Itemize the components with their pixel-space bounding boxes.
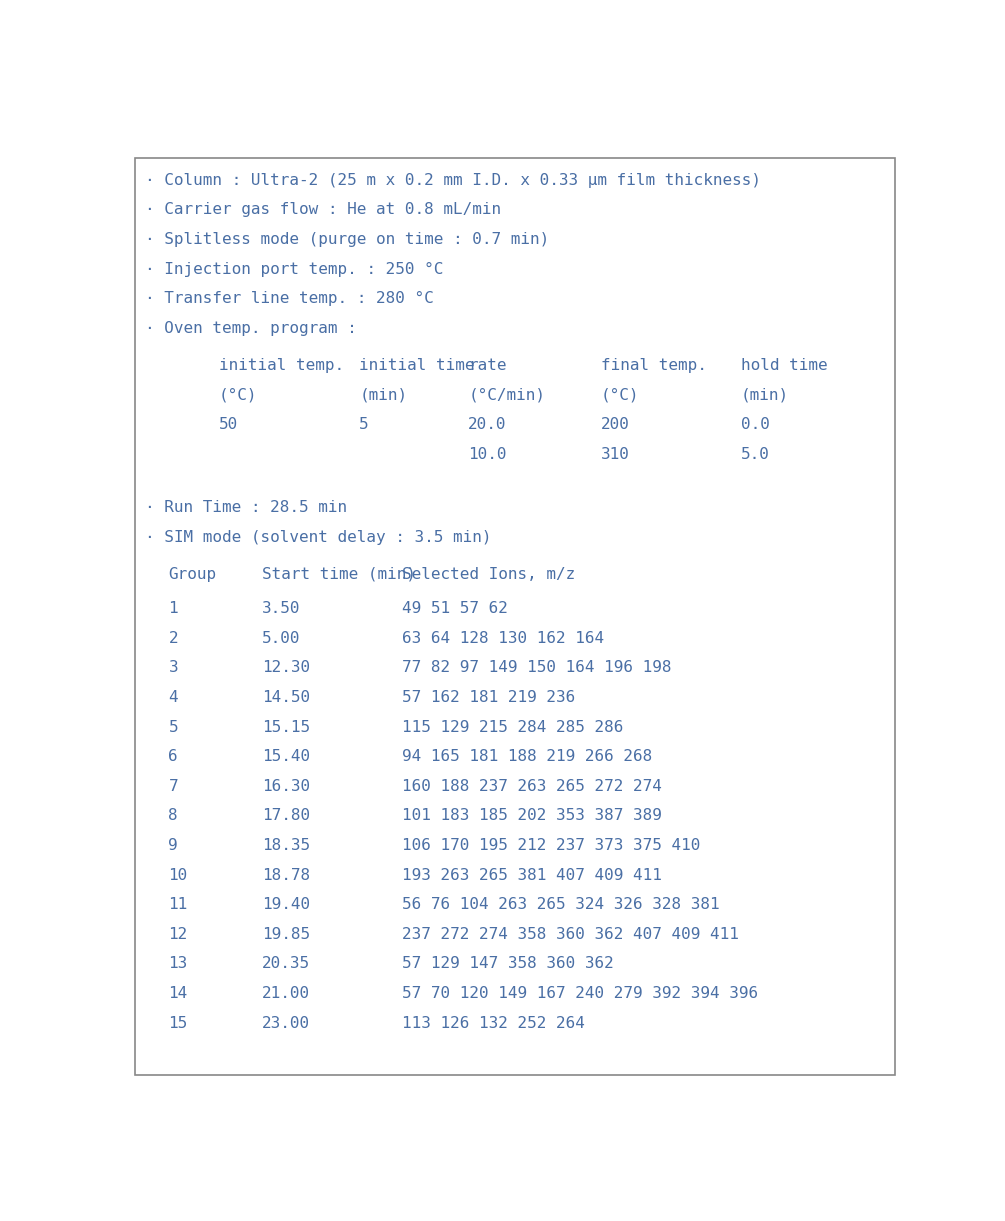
- Text: 115 129 215 284 285 286: 115 129 215 284 285 286: [402, 719, 623, 735]
- Text: 0.0: 0.0: [741, 418, 770, 432]
- Text: 11: 11: [169, 897, 188, 912]
- Text: 15.40: 15.40: [262, 750, 311, 764]
- Text: 113 126 132 252 264: 113 126 132 252 264: [402, 1016, 585, 1031]
- Text: 19.85: 19.85: [262, 927, 311, 941]
- Text: 94 165 181 188 219 266 268: 94 165 181 188 219 266 268: [402, 750, 652, 764]
- Text: 106 170 195 212 237 373 375 410: 106 170 195 212 237 373 375 410: [402, 838, 700, 853]
- Text: hold time: hold time: [741, 358, 827, 374]
- Text: 193 263 265 381 407 409 411: 193 263 265 381 407 409 411: [402, 868, 662, 883]
- Text: 5.00: 5.00: [262, 631, 300, 646]
- Text: Start time (min): Start time (min): [262, 567, 416, 581]
- Text: 18.78: 18.78: [262, 868, 311, 883]
- Text: 17.80: 17.80: [262, 808, 311, 823]
- Text: 50: 50: [219, 418, 238, 432]
- Text: 20.0: 20.0: [468, 418, 507, 432]
- Text: 49 51 57 62: 49 51 57 62: [402, 601, 508, 617]
- Text: · Transfer line temp. : 280 °C: · Transfer line temp. : 280 °C: [145, 292, 434, 306]
- Text: 57 129 147 358 360 362: 57 129 147 358 360 362: [402, 956, 614, 972]
- Text: 160 188 237 263 265 272 274: 160 188 237 263 265 272 274: [402, 779, 662, 794]
- Text: 7: 7: [169, 779, 178, 794]
- Text: · Injection port temp. : 250 °C: · Injection port temp. : 250 °C: [145, 261, 443, 277]
- Text: (°C/min): (°C/min): [468, 388, 546, 403]
- Text: Group: Group: [169, 567, 217, 581]
- Text: 19.40: 19.40: [262, 897, 311, 912]
- Text: 18.35: 18.35: [262, 838, 311, 853]
- Text: 15.15: 15.15: [262, 719, 311, 735]
- Text: 101 183 185 202 353 387 389: 101 183 185 202 353 387 389: [402, 808, 662, 823]
- Text: 200: 200: [601, 418, 629, 432]
- Text: 10.0: 10.0: [468, 447, 507, 462]
- Text: 5: 5: [169, 719, 178, 735]
- Text: 6: 6: [169, 750, 178, 764]
- Text: · Carrier gas flow : He at 0.8 mL/min: · Carrier gas flow : He at 0.8 mL/min: [145, 203, 501, 217]
- Text: 16.30: 16.30: [262, 779, 311, 794]
- Text: 15: 15: [169, 1016, 188, 1031]
- Text: initial time: initial time: [360, 358, 474, 374]
- Text: 23.00: 23.00: [262, 1016, 311, 1031]
- Text: 2: 2: [169, 631, 178, 646]
- Text: final temp.: final temp.: [601, 358, 707, 374]
- Text: Selected Ions, m/z: Selected Ions, m/z: [402, 567, 576, 581]
- Text: 77 82 97 149 150 164 196 198: 77 82 97 149 150 164 196 198: [402, 661, 671, 675]
- Text: 1: 1: [169, 601, 178, 617]
- Text: 20.35: 20.35: [262, 956, 311, 972]
- Text: 57 70 120 149 167 240 279 392 394 396: 57 70 120 149 167 240 279 392 394 396: [402, 987, 758, 1001]
- Text: · Splitless mode (purge on time : 0.7 min): · Splitless mode (purge on time : 0.7 mi…: [145, 232, 550, 247]
- Text: 56 76 104 263 265 324 326 328 381: 56 76 104 263 265 324 326 328 381: [402, 897, 720, 912]
- Text: 8: 8: [169, 808, 178, 823]
- Text: · Oven temp. program :: · Oven temp. program :: [145, 321, 357, 336]
- Text: · Run Time : 28.5 min: · Run Time : 28.5 min: [145, 501, 347, 515]
- Text: (min): (min): [360, 388, 407, 403]
- Text: 237 272 274 358 360 362 407 409 411: 237 272 274 358 360 362 407 409 411: [402, 927, 739, 941]
- Text: (°C): (°C): [219, 388, 257, 403]
- Text: 13: 13: [169, 956, 188, 972]
- Text: 14.50: 14.50: [262, 690, 311, 705]
- Text: 21.00: 21.00: [262, 987, 311, 1001]
- Text: · SIM mode (solvent delay : 3.5 min): · SIM mode (solvent delay : 3.5 min): [145, 530, 491, 545]
- Text: 3: 3: [169, 661, 178, 675]
- Text: rate: rate: [468, 358, 507, 374]
- Text: 3.50: 3.50: [262, 601, 300, 617]
- Text: · Column : Ultra-2 (25 m x 0.2 mm I.D. x 0.33 μm film thickness): · Column : Ultra-2 (25 m x 0.2 mm I.D. x…: [145, 173, 761, 188]
- Text: 310: 310: [601, 447, 629, 462]
- Text: 57 162 181 219 236: 57 162 181 219 236: [402, 690, 576, 705]
- Text: 63 64 128 130 162 164: 63 64 128 130 162 164: [402, 631, 604, 646]
- Text: 12.30: 12.30: [262, 661, 311, 675]
- Text: (°C): (°C): [601, 388, 639, 403]
- Text: 5.0: 5.0: [741, 447, 770, 462]
- Text: 12: 12: [169, 927, 188, 941]
- Text: 9: 9: [169, 838, 178, 853]
- Text: (min): (min): [741, 388, 789, 403]
- Text: 5: 5: [360, 418, 369, 432]
- Text: 14: 14: [169, 987, 188, 1001]
- Text: 4: 4: [169, 690, 178, 705]
- Text: initial temp.: initial temp.: [219, 358, 345, 374]
- Text: 10: 10: [169, 868, 188, 883]
